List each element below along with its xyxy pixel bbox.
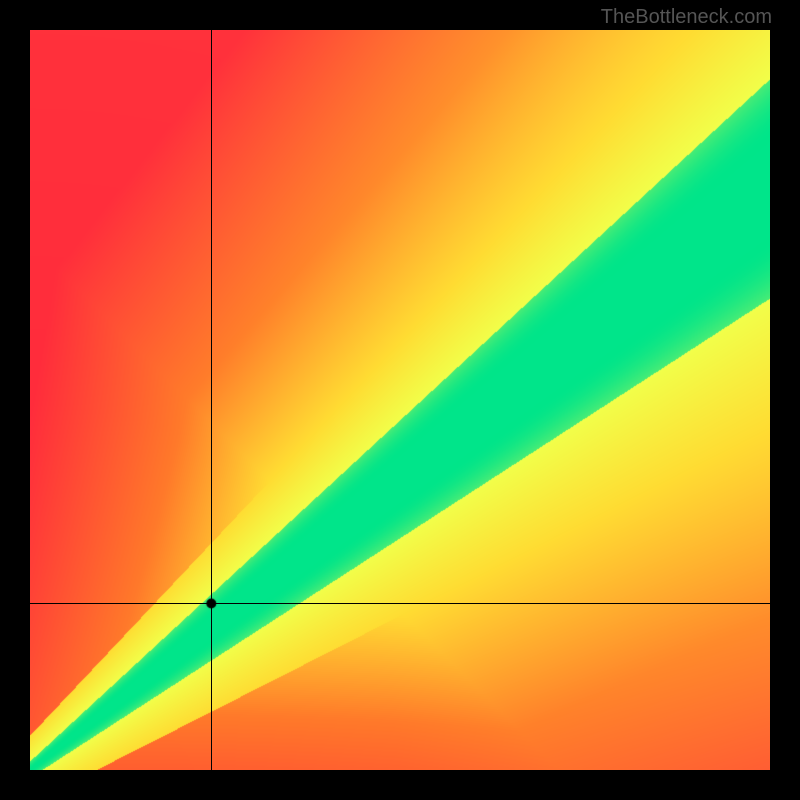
watermark-text: TheBottleneck.com	[601, 6, 772, 29]
crosshair-marker	[30, 30, 770, 770]
heatmap-plot-area	[30, 30, 770, 770]
